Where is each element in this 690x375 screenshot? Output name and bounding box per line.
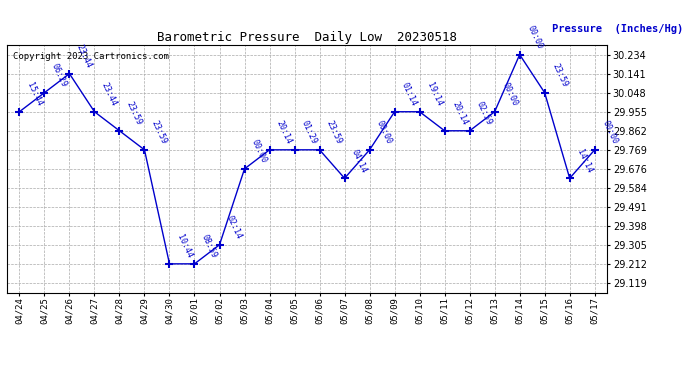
Text: 23:59: 23:59	[150, 119, 169, 146]
Text: 14:14: 14:14	[575, 148, 594, 174]
Text: 06:29: 06:29	[50, 62, 69, 88]
Text: 20:14: 20:14	[450, 100, 469, 127]
Text: 08:59: 08:59	[200, 233, 219, 260]
Text: 01:29: 01:29	[300, 119, 319, 146]
Text: 19:14: 19:14	[425, 81, 444, 108]
Text: 23:59: 23:59	[550, 62, 569, 88]
Text: 02:59: 02:59	[475, 100, 494, 127]
Title: Barometric Pressure  Daily Low  20230518: Barometric Pressure Daily Low 20230518	[157, 31, 457, 44]
Text: 01:14: 01:14	[400, 81, 419, 108]
Text: 00:00: 00:00	[250, 138, 269, 165]
Text: 23:59: 23:59	[325, 119, 344, 146]
Text: 00:00: 00:00	[600, 119, 619, 146]
Text: Copyright 2023 Cartronics.com: Copyright 2023 Cartronics.com	[13, 53, 169, 62]
Text: 00:00: 00:00	[500, 81, 519, 108]
Text: 23:44: 23:44	[75, 43, 94, 69]
Text: 23:59: 23:59	[125, 100, 144, 127]
Text: 10:44: 10:44	[175, 233, 194, 260]
Text: 15:44: 15:44	[25, 81, 43, 108]
Text: 02:14: 02:14	[225, 214, 244, 241]
Text: Pressure  (Inches/Hg): Pressure (Inches/Hg)	[552, 24, 683, 34]
Text: 04:14: 04:14	[350, 148, 369, 174]
Text: 00:00: 00:00	[375, 119, 394, 146]
Text: 20:14: 20:14	[275, 119, 294, 146]
Text: 00:00: 00:00	[525, 24, 544, 51]
Text: 23:44: 23:44	[100, 81, 119, 108]
